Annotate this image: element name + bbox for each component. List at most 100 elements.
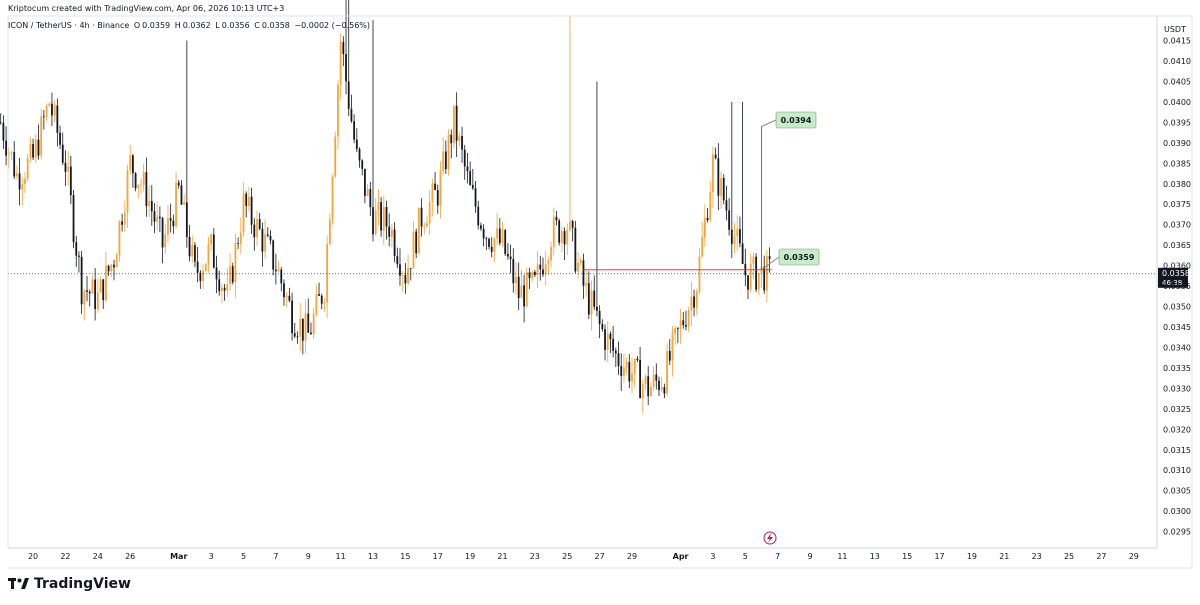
candle-body	[439, 170, 442, 206]
candle-body	[469, 171, 472, 186]
candle-body	[420, 207, 423, 227]
candle-body	[544, 264, 547, 275]
tradingview-logo-icon	[8, 578, 29, 589]
candle-body	[177, 182, 180, 186]
candle-body	[725, 200, 728, 211]
time-tick-label: 11	[837, 552, 847, 561]
candle-body	[299, 318, 302, 337]
candle-body	[80, 256, 83, 305]
price-tick-label: 0.0305	[1163, 487, 1191, 496]
candle-body	[347, 81, 350, 109]
candle-body	[7, 152, 10, 156]
candle-body	[417, 207, 420, 254]
support-label-text: 0.0359	[784, 253, 815, 262]
time-tick-label: 24	[93, 552, 103, 561]
candle-body	[134, 173, 137, 189]
candle-body	[24, 178, 26, 185]
candle-body	[698, 256, 701, 292]
candle-body	[585, 283, 588, 286]
candle-body	[639, 360, 641, 399]
candle-body	[21, 184, 24, 190]
candle-body	[658, 380, 660, 390]
change-value: −0.0002 (−0.56%)	[294, 21, 371, 30]
candle-body	[345, 53, 347, 82]
candle-body	[730, 229, 733, 244]
symbol-legend: ICON / TetherUS · 4h · Binance O 0.0359 H…	[8, 21, 372, 30]
candle-body	[212, 234, 215, 268]
candle-body	[91, 279, 94, 294]
candle-body	[372, 207, 374, 235]
candle-body	[242, 193, 245, 233]
candle-body	[140, 184, 142, 186]
candle-body	[277, 269, 280, 272]
candle-body	[436, 189, 439, 206]
candle-body	[539, 264, 542, 270]
candle-body	[188, 236, 191, 257]
candle-body	[563, 231, 566, 245]
candle-body	[226, 284, 229, 291]
candle-body	[649, 386, 652, 397]
candle-body	[107, 265, 110, 272]
candle-body	[318, 294, 320, 296]
price-tick-label: 0.0295	[1163, 528, 1191, 537]
candle-body	[191, 245, 194, 257]
candle-body	[528, 272, 531, 279]
candle-body	[444, 151, 447, 170]
tradingview-logo[interactable]: TradingView	[8, 576, 131, 592]
candle-body	[455, 105, 458, 141]
candle-body	[423, 226, 426, 228]
candle-body	[617, 353, 620, 367]
time-tick-label: 3	[209, 552, 214, 561]
candle-body	[113, 264, 115, 268]
candle-body	[272, 240, 275, 270]
candle-body	[409, 268, 412, 269]
candle-body	[766, 256, 768, 291]
candle-body	[644, 376, 647, 385]
tradingview-brand: TradingView	[34, 576, 131, 592]
price-tick-label: 0.0360	[1163, 262, 1191, 271]
candle-body	[72, 195, 75, 243]
candle-body	[245, 193, 248, 206]
candle-body	[747, 275, 749, 290]
price-tick-label: 0.0410	[1163, 57, 1191, 66]
time-tick-label: 26	[125, 552, 135, 561]
candle-body	[94, 279, 97, 310]
candle-body	[342, 42, 345, 54]
candle-body	[533, 272, 536, 276]
candle-body	[458, 136, 461, 141]
candle-body	[355, 139, 358, 149]
lightning-icon	[763, 531, 777, 545]
candle-body	[204, 263, 207, 271]
candle-body	[461, 136, 463, 150]
candle-body	[509, 256, 512, 260]
low-value: 0.0356	[221, 21, 250, 30]
candle-body	[477, 206, 480, 226]
candle-body	[520, 285, 523, 299]
candle-body	[180, 185, 183, 205]
candle-body	[69, 166, 72, 196]
candle-body	[304, 313, 307, 341]
candle-body	[493, 238, 496, 252]
candle-body	[552, 216, 555, 247]
time-tick-label: 22	[60, 552, 70, 561]
price-tick-label: 0.0375	[1163, 200, 1191, 209]
candle-body	[703, 217, 706, 238]
candle-body	[377, 202, 380, 211]
candle-body	[175, 182, 177, 227]
candle-body	[310, 332, 312, 335]
candle-body	[88, 291, 91, 294]
candle-body	[741, 243, 744, 264]
candle-body	[685, 325, 687, 327]
candle-body	[601, 324, 604, 330]
time-tick-label: 7	[273, 552, 278, 561]
time-tick-label: 5	[743, 552, 748, 561]
time-tick-label: Mar	[170, 552, 187, 561]
candle-body	[582, 260, 585, 286]
candle-body	[142, 172, 145, 185]
candle-body	[137, 184, 140, 189]
candle-body	[536, 264, 539, 276]
candle-body	[42, 116, 45, 118]
candle-body	[353, 121, 356, 140]
